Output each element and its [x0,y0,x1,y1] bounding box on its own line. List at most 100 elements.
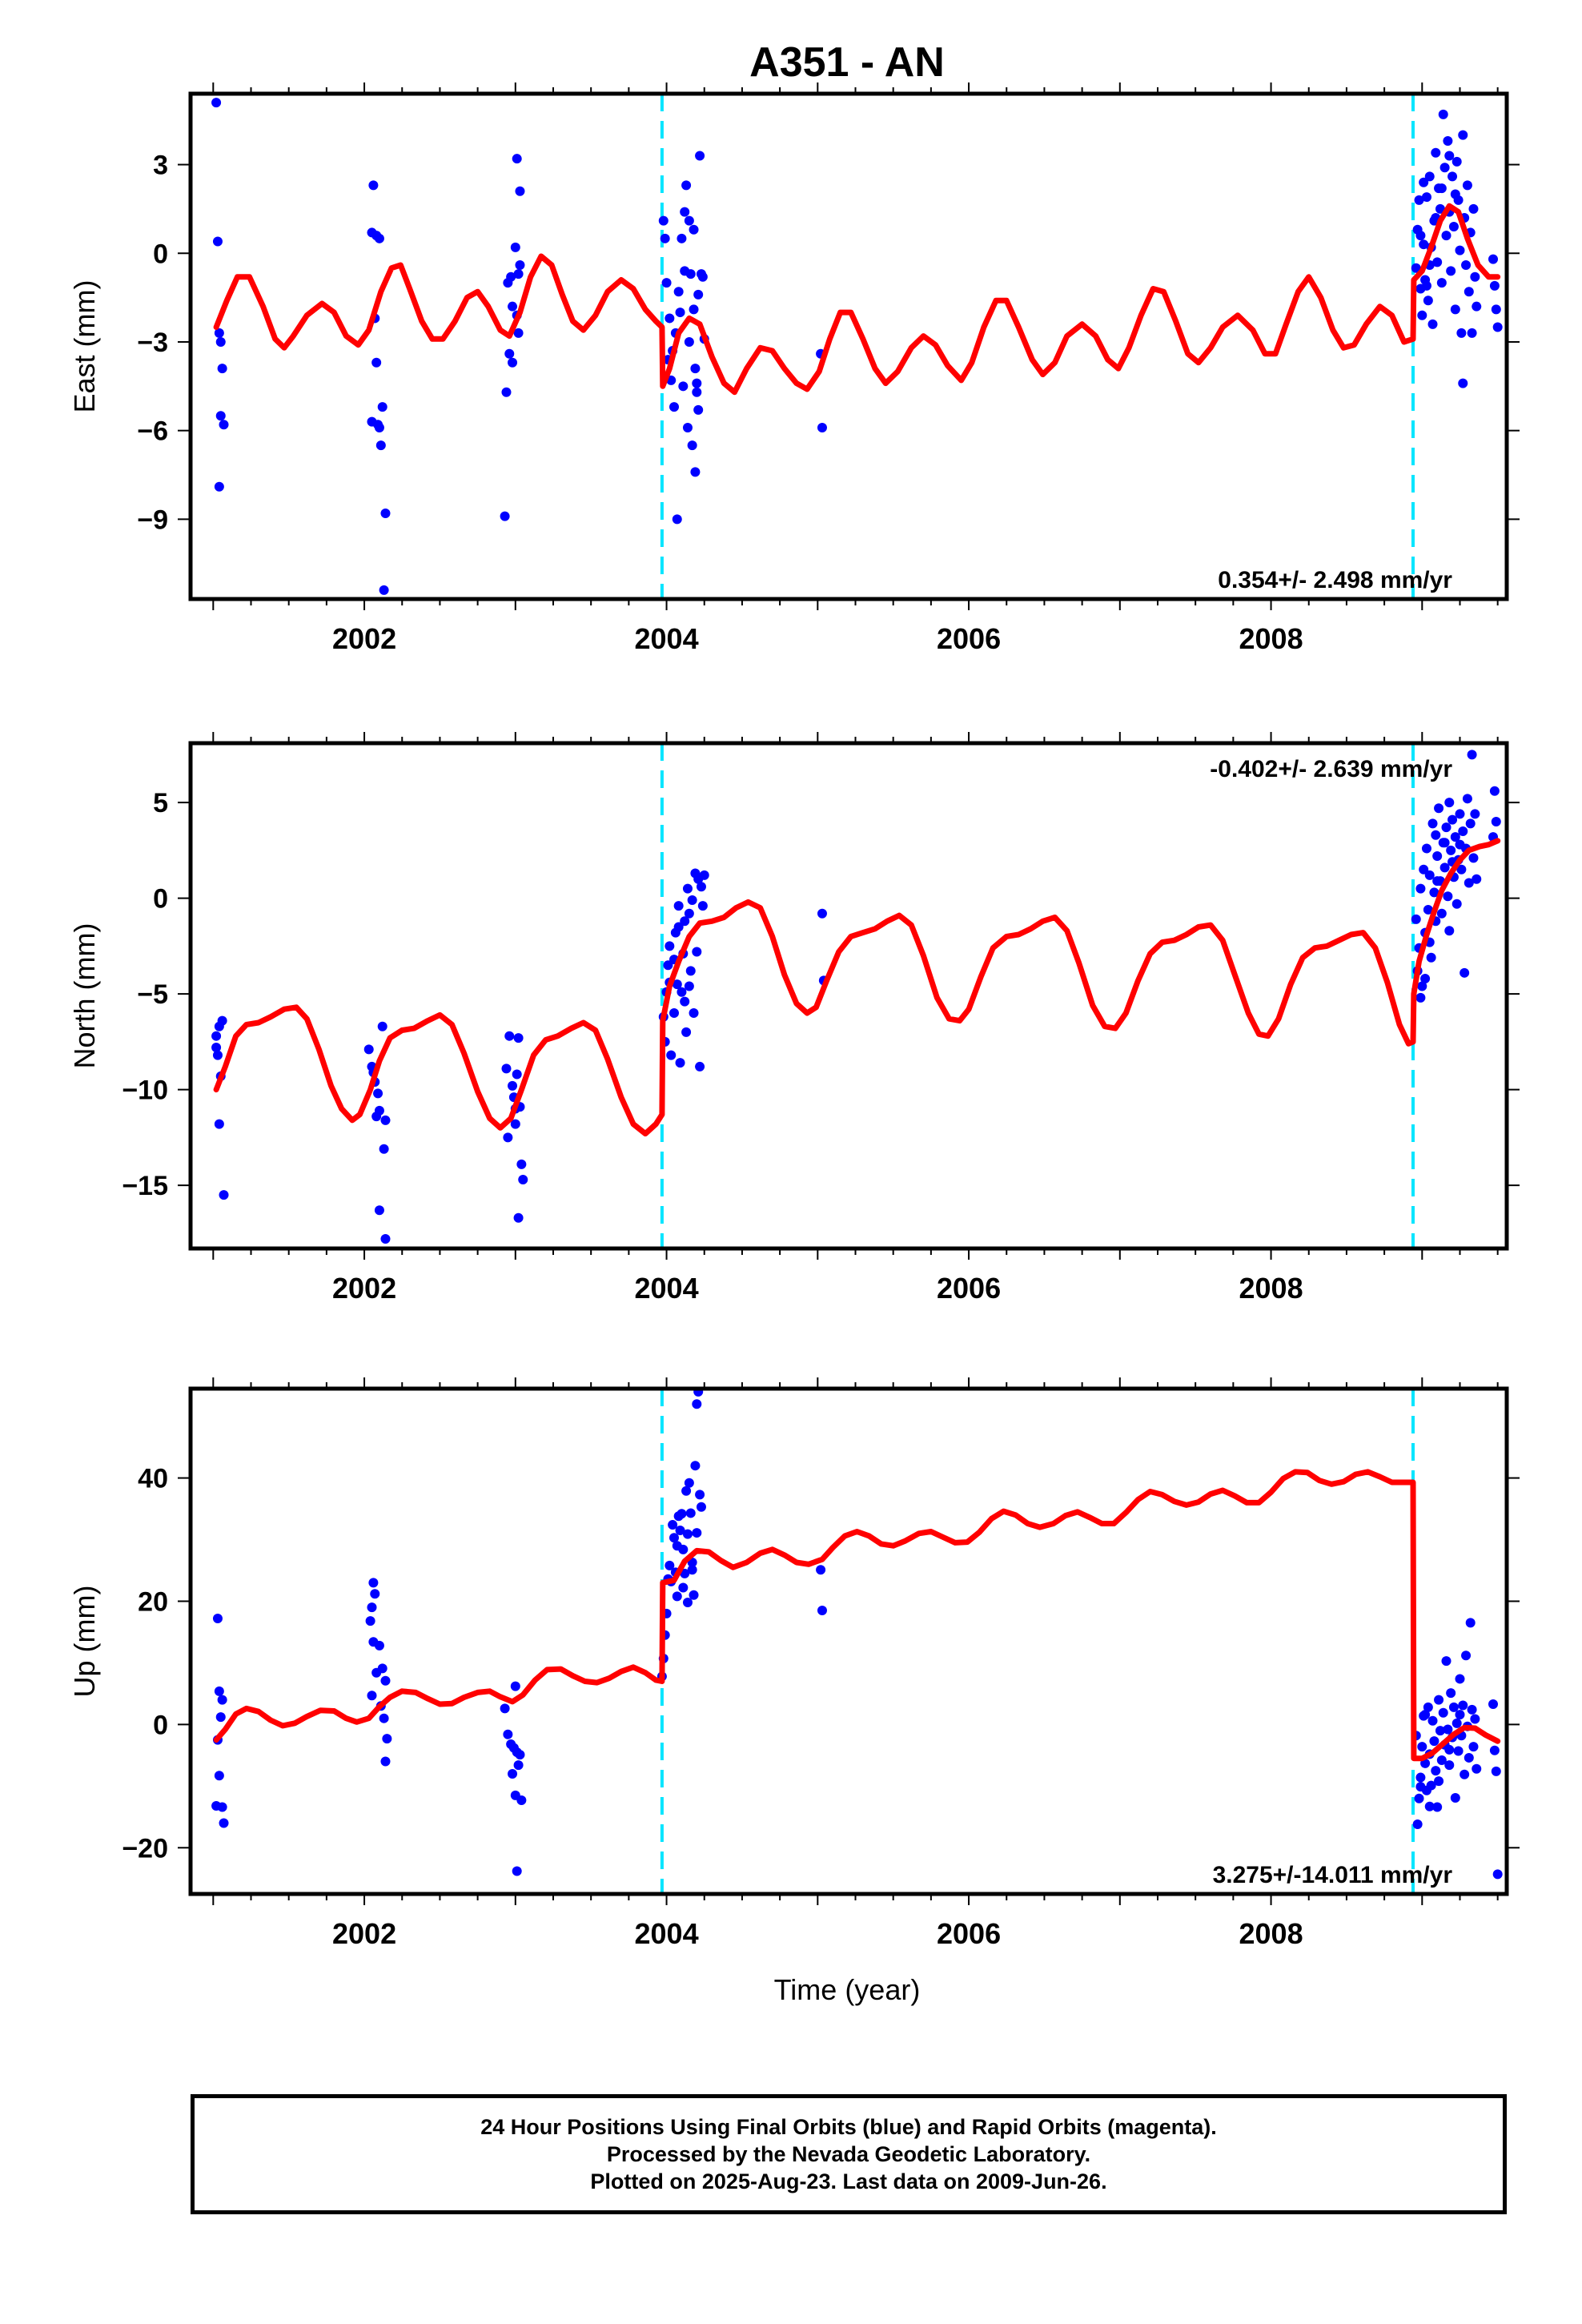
data-point [675,1058,685,1068]
data-point [515,260,525,271]
y-tick-label: 0 [153,884,168,915]
data-point [1419,239,1429,250]
data-point [1448,1702,1459,1712]
data-point [368,180,379,191]
data-point [212,236,223,247]
data-point [1411,263,1421,273]
data-point [1446,1688,1456,1699]
data-point [1438,1707,1448,1718]
data-point [1431,830,1441,840]
data-point [515,186,525,196]
data-point [1436,183,1447,194]
data-point [669,1533,679,1543]
data-point [1414,195,1424,205]
data-point [1461,1651,1472,1661]
data-point [1424,1801,1435,1811]
data-point [682,883,693,894]
data-point [696,1502,706,1512]
data-point [689,1590,699,1600]
data-point [1421,280,1431,291]
data-point [215,336,226,347]
plot-frame [188,741,1509,1251]
data-point [684,908,694,919]
data-point [503,1729,513,1739]
data-point [365,1616,375,1626]
data-point [374,1205,384,1216]
data-point [1435,203,1445,214]
data-point [214,1686,224,1696]
data-point [680,266,690,276]
data-point [1452,899,1462,909]
data-point [678,1582,689,1593]
data-point [373,1088,383,1099]
data-point [380,1675,391,1686]
model-curve [213,203,1501,396]
data-point [1461,260,1472,271]
data-point [658,215,669,226]
data-point [215,1712,226,1723]
data-point [512,1866,522,1876]
data-point [1455,839,1465,850]
y-axis-label: Up (mm) [68,1586,101,1698]
data-point [508,301,518,312]
data-point [370,1589,380,1599]
data-point [687,1565,697,1575]
data-point [219,1190,229,1200]
data-point [669,402,679,412]
data-point [1472,301,1482,312]
data-point [684,1478,694,1488]
data-point [695,151,705,161]
data-point [666,1050,677,1060]
data-point [1419,864,1429,875]
y-tick-label: 40 [138,1464,168,1494]
data-point [668,1520,678,1530]
data-point [665,313,675,324]
data-point [367,1602,377,1613]
data-point [1417,1742,1427,1752]
data-point [510,242,520,252]
data-point [1447,814,1458,825]
data-point [1470,809,1480,819]
plot-frame [188,91,1509,601]
data-point [1443,1724,1453,1735]
data-point [504,348,515,359]
data-point [681,1486,692,1496]
data-point [1427,1715,1438,1726]
y-tick-label: 3 [153,151,168,181]
data-point [690,364,701,374]
data-point [695,1061,705,1072]
data-point [1434,1695,1444,1705]
data-point [1411,914,1421,924]
data-point [672,514,682,525]
data-point [374,1640,384,1651]
data-point [1429,1736,1439,1747]
data-point [1468,1742,1479,1752]
data-point [1491,304,1501,315]
data-point [673,287,684,297]
data-point [1452,156,1462,167]
data-point [687,440,697,451]
data-point [1423,296,1433,306]
y-axis-label: East (mm) [68,280,101,413]
data-point [379,1144,389,1154]
data-point [214,328,224,338]
data-point [380,1115,391,1125]
data-point [1420,973,1431,983]
x-tick-label: 2004 [635,1917,699,1950]
data-point [685,966,696,976]
data-point [680,916,690,927]
data-point [1447,171,1458,182]
data-point [817,908,827,919]
data-point [661,278,672,288]
data-point [1431,147,1441,158]
data-point [681,180,692,191]
x-tick-label: 2006 [937,1272,1001,1305]
data-point [690,467,701,477]
data-point [219,1818,229,1828]
data-point [1438,109,1448,119]
data-point [1489,1745,1500,1755]
data-point [1427,818,1438,829]
x-tick-label: 2008 [1239,622,1303,655]
data-point [1465,818,1476,829]
